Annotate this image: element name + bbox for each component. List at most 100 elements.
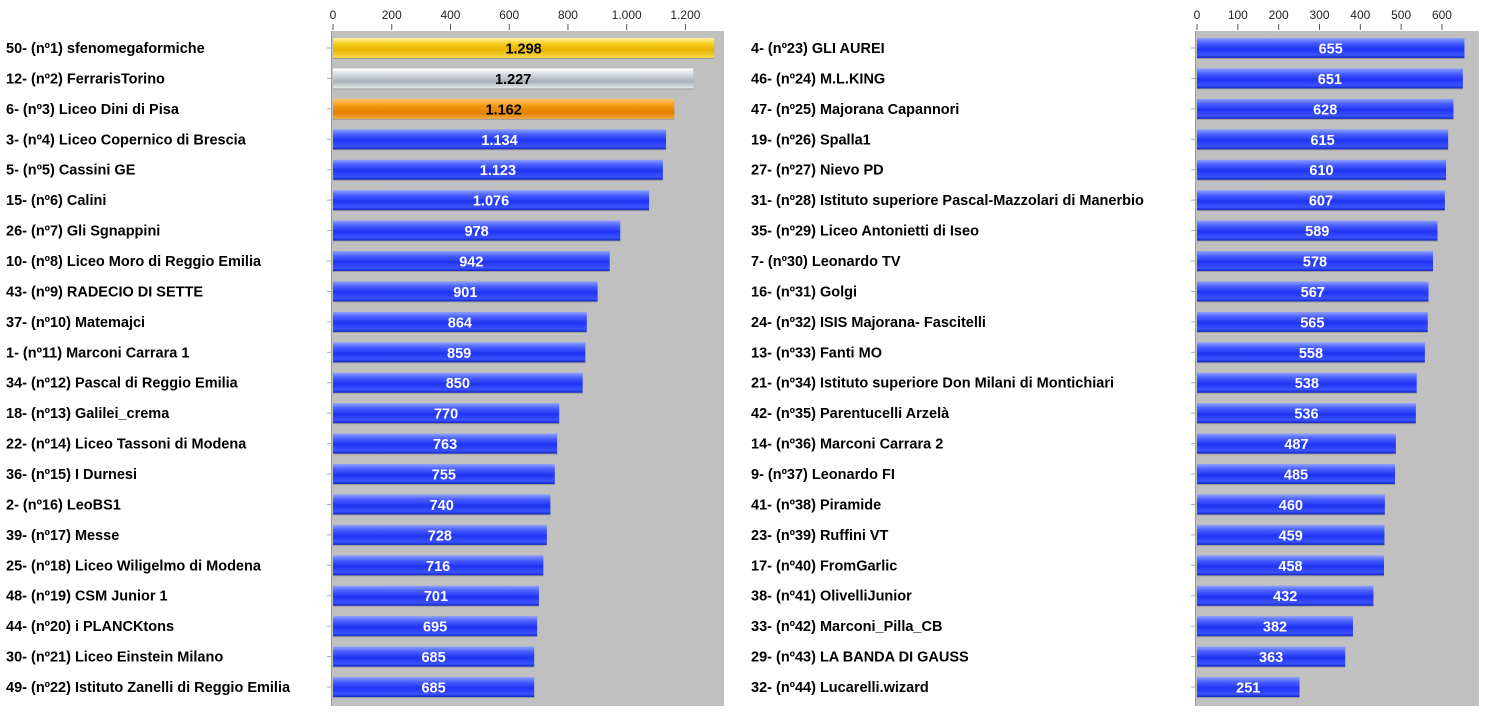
bar-row: 34- (nº12) Pascal di Reggio Emilia 850: [6, 372, 583, 394]
bar-row: 26- (nº7) Gli Sgnappini 978: [6, 220, 621, 242]
category-label: 19- (nº26) Spalla1: [751, 132, 871, 148]
bar: [333, 403, 560, 424]
category-label: 33- (nº42) Marconi_Pilla_CB: [751, 619, 942, 635]
bar-row: 49- (nº22) Istituto Zanelli di Reggio Em…: [6, 677, 535, 699]
bar: [333, 98, 675, 119]
bar-value-label: 565: [1300, 315, 1324, 331]
x-tick-label: 400: [1350, 8, 1370, 22]
category-label: 2- (nº16) LeoBS1: [6, 497, 121, 513]
x-tick-label: 0: [1194, 8, 1201, 22]
bar-row: 4- (nº23) GLI AUREI 655: [751, 38, 1465, 59]
bar-value-label: 607: [1309, 194, 1333, 210]
bar-row: 18- (nº13) Galilei_crema 770: [6, 403, 560, 425]
bar-row: 36- (nº15) I Durnesi 755: [6, 464, 555, 486]
bar-row: 3- (nº4) Liceo Copernico di Brescia 1.134: [6, 129, 667, 151]
bar-row: 17- (nº40) FromGarlic 458: [751, 555, 1385, 577]
bar: [1197, 433, 1396, 454]
bar: [1197, 464, 1396, 485]
bar: [333, 616, 538, 637]
category-label: 25- (nº18) Liceo Wiligelmo di Modena: [6, 558, 262, 574]
category-label: 6- (nº3) Liceo Dini di Pisa: [6, 102, 180, 118]
chart-panel-1: 0 200 400 600 800 1.000 1.200 50- (nº1) sfenome…: [6, 8, 724, 706]
bar-value-label: 567: [1301, 285, 1325, 301]
category-label: 22- (nº14) Liceo Tassoni di Modena: [6, 437, 247, 453]
bar-row: 42- (nº35) Parentucelli Arzelà 536: [751, 403, 1416, 425]
bar-value-label: 432: [1273, 589, 1297, 605]
chart-panel-2: 0 100 200 300 400 500 600 4- (nº23) GLI AUREI 65…: [751, 8, 1479, 706]
category-label: 46- (nº24) M.L.KING: [751, 71, 885, 87]
bar: [333, 129, 667, 150]
bar: [333, 68, 694, 89]
bar-value-label: 251: [1236, 681, 1260, 697]
bar-row: 48- (nº19) CSM Junior 1 701: [6, 585, 539, 607]
category-label: 16- (nº31) Golgi: [751, 284, 857, 300]
bar: [1197, 494, 1385, 515]
bar: [333, 38, 715, 58]
bar-row: 1- (nº11) Marconi Carrara 1 859: [6, 342, 586, 364]
bar-value-label: 978: [465, 224, 489, 240]
category-label: 18- (nº13) Galilei_crema: [6, 406, 170, 422]
bar-value-label: 1.123: [480, 163, 516, 179]
x-tick-label: 800: [558, 8, 578, 22]
bar-value-label: 763: [433, 437, 457, 453]
bar: [333, 220, 621, 241]
category-label: 10- (nº8) Liceo Moro di Reggio Emilia: [6, 254, 262, 270]
x-tick-label: 100: [1228, 8, 1248, 22]
category-label: 49- (nº22) Istituto Zanelli di Reggio Em…: [6, 680, 291, 696]
category-label: 1- (nº11) Marconi Carrara 1: [6, 345, 189, 361]
bar: [1197, 129, 1449, 150]
bar-value-label: 901: [453, 285, 477, 301]
bar-row: 38- (nº41) OlivelliJunior 432: [751, 585, 1374, 607]
category-label: 21- (nº34) Istituto superiore Don Milani…: [751, 376, 1114, 392]
bar-value-label: 1.076: [473, 194, 509, 210]
bar-value-label: 728: [428, 528, 452, 544]
category-label: 4- (nº23) GLI AUREI: [751, 41, 885, 57]
category-label: 31- (nº28) Istituto superiore Pascal-Maz…: [751, 193, 1144, 209]
bar: [333, 646, 535, 667]
category-label: 48- (nº19) CSM Junior 1: [6, 589, 168, 605]
x-axis: 0 200 400 600 800 1.000 1.200: [330, 8, 701, 30]
bar-row: 10- (nº8) Liceo Moro di Reggio Emilia 942: [6, 251, 610, 273]
category-label: 37- (nº10) Matemajci: [6, 315, 145, 331]
bar: [333, 677, 535, 698]
bar-row: 30- (nº21) Liceo Einstein Milano 685: [6, 646, 535, 668]
bar: [1197, 403, 1416, 424]
bar: [1197, 220, 1438, 241]
category-label: 50- (nº1) sfenomegaformiche: [6, 41, 205, 57]
bar-row: 9- (nº37) Leonardo FI 485: [751, 464, 1396, 486]
bar: [333, 464, 555, 485]
bar: [1197, 68, 1463, 89]
category-label: 12- (nº2) FerrarisTorino: [6, 71, 165, 87]
x-tick-label: 400: [440, 8, 460, 22]
bar: [1197, 677, 1300, 698]
bar-value-label: 487: [1284, 437, 1308, 453]
category-label: 23- (nº39) Ruffini VT: [751, 528, 889, 544]
bar: [1197, 190, 1445, 211]
bar-row: 47- (nº25) Majorana Capannori 628: [751, 98, 1454, 120]
category-label: 36- (nº15) I Durnesi: [6, 467, 137, 483]
bar-row: 2- (nº16) LeoBS1 740: [6, 494, 551, 516]
bar-value-label: 382: [1263, 620, 1287, 636]
bar-value-label: 685: [421, 681, 445, 697]
category-label: 35- (nº29) Liceo Antonietti di Iseo: [751, 224, 979, 240]
bar-value-label: 460: [1279, 498, 1303, 514]
bar-value-label: 458: [1278, 559, 1302, 575]
x-tick-label: 200: [382, 8, 402, 22]
category-label: 32- (nº44) Lucarelli.wizard: [751, 680, 929, 696]
bar: [333, 494, 551, 515]
bar-value-label: 589: [1305, 224, 1329, 240]
bar-value-label: 695: [423, 620, 447, 636]
bar-row: 7- (nº30) Leonardo TV 578: [751, 251, 1433, 273]
bar: [1197, 524, 1385, 545]
x-tick-label: 200: [1269, 8, 1289, 22]
bar-row: 43- (nº9) RADECIO DI SETTE 901: [6, 281, 598, 303]
category-label: 47- (nº25) Majorana Capannori: [751, 102, 959, 118]
category-label: 44- (nº20) i PLANCKtons: [6, 619, 174, 635]
bar-row: 15- (nº6) Calini 1.076: [6, 190, 650, 212]
category-label: 30- (nº21) Liceo Einstein Milano: [6, 650, 223, 666]
bar: [1197, 38, 1465, 58]
bar-row: 25- (nº18) Liceo Wiligelmo di Modena 716: [6, 555, 544, 577]
bar: [333, 281, 598, 302]
bar-row: 22- (nº14) Liceo Tassoni di Modena 763: [6, 433, 558, 455]
category-label: 39- (nº17) Messe: [6, 528, 119, 544]
